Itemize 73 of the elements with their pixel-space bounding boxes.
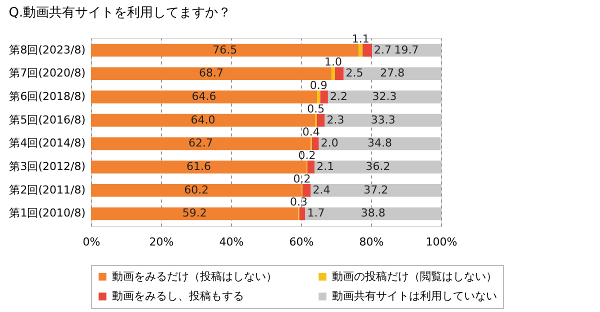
- data-label: 64.6: [192, 90, 216, 103]
- data-label: 61.6: [186, 160, 212, 174]
- y-tick-label: 第3回(2012/8): [9, 160, 86, 174]
- data-label: 1.1: [352, 32, 370, 46]
- data-label: 19.7: [394, 43, 419, 56]
- bar: [91, 160, 307, 174]
- data-label: 2.5: [346, 66, 364, 80]
- data-label: 38.8: [360, 206, 386, 220]
- bar: [314, 160, 442, 174]
- bar: [91, 114, 315, 127]
- data-label: 0.2: [298, 149, 316, 162]
- data-label: 0.3: [290, 196, 308, 209]
- x-tick-label: 80%: [359, 236, 384, 248]
- bar: [331, 67, 335, 80]
- x-tick-label: 20%: [149, 236, 174, 248]
- y-tick-label: 第4回(2014/8): [9, 136, 86, 150]
- data-label: 76.5: [212, 43, 238, 56]
- y-tick-label: 第1回(2010/8): [9, 206, 86, 220]
- bar: [320, 90, 328, 104]
- bar: [91, 184, 302, 197]
- y-tick-label: 第7回(2020/8): [9, 66, 86, 80]
- data-label: 68.7: [198, 66, 224, 80]
- x-tick-label: 60%: [289, 236, 314, 248]
- data-label: 2.4: [312, 183, 330, 196]
- data-label: 0.4: [302, 126, 320, 139]
- x-tick-label: 40%: [219, 236, 244, 248]
- data-label: 0.2: [293, 172, 311, 186]
- data-label: 33.3: [370, 113, 396, 126]
- bar: [316, 114, 325, 127]
- data-label: 32.3: [372, 90, 397, 103]
- bar: [344, 67, 441, 80]
- legend-label: 動画をみるし、投稿もする: [112, 290, 244, 302]
- data-label: 27.8: [380, 66, 405, 80]
- data-label: 2.3: [326, 113, 344, 126]
- legend-label: 動画をみるだけ（投稿はしない）: [112, 270, 277, 283]
- x-tick-label: 100%: [426, 236, 458, 248]
- data-label: 0.9: [310, 78, 328, 92]
- bar: [91, 67, 332, 80]
- y-tick-label: 第5回(2016/8): [9, 113, 86, 126]
- bar: [362, 44, 372, 57]
- data-label: 1.0: [324, 56, 342, 69]
- bar: [302, 184, 311, 197]
- data-label: 59.2: [182, 206, 207, 220]
- y-tick-label: 第8回(2023/8): [9, 43, 86, 56]
- data-label: 0.5: [307, 102, 325, 116]
- chart-title: Q.動画共有サイトを利用してますか？: [8, 5, 232, 20]
- data-label: 1.7: [307, 206, 325, 220]
- data-label: 2.1: [316, 160, 334, 174]
- data-label: 64.0: [190, 113, 216, 126]
- bar: [91, 207, 298, 220]
- data-label: 37.2: [364, 183, 388, 196]
- data-label: 62.7: [188, 136, 213, 150]
- bar: [307, 160, 315, 174]
- y-tick-label: 第6回(2018/8): [9, 90, 86, 103]
- data-label: 36.2: [366, 160, 390, 174]
- bar: [317, 90, 320, 104]
- bar: [91, 137, 310, 150]
- bar: [312, 137, 319, 150]
- x-tick-label: 0%: [82, 236, 100, 248]
- bar: [310, 184, 441, 197]
- y-tick-label: 第2回(2011/8): [9, 183, 86, 196]
- data-label: 34.8: [368, 136, 392, 150]
- data-label: 2.7: [374, 43, 392, 56]
- bar: [91, 90, 318, 104]
- data-label: 2.2: [330, 90, 348, 103]
- bar: [334, 67, 344, 80]
- data-label: 60.2: [184, 183, 209, 196]
- bar: [299, 207, 306, 220]
- data-label: 2.0: [320, 136, 338, 150]
- legend-label: 動画共有サイトは利用していない: [332, 290, 497, 302]
- bar: [91, 44, 359, 57]
- legend-label: 動画の投稿だけ（閲覧はしない）: [332, 270, 497, 283]
- bar: [328, 90, 441, 104]
